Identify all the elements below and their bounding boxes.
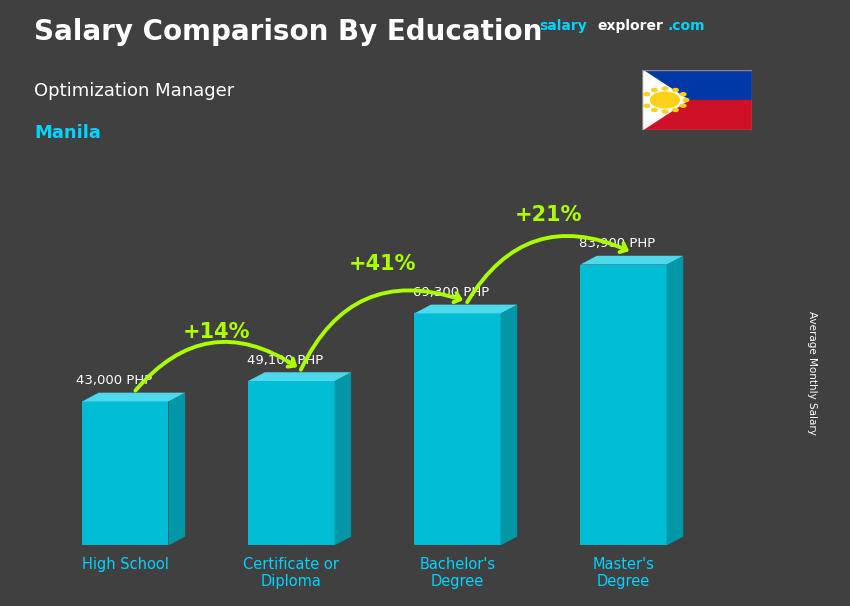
Polygon shape bbox=[414, 305, 517, 313]
Circle shape bbox=[650, 92, 679, 108]
Text: 49,100 PHP: 49,100 PHP bbox=[246, 354, 323, 367]
Circle shape bbox=[662, 110, 668, 113]
Text: +41%: +41% bbox=[349, 254, 416, 275]
Text: +14%: +14% bbox=[183, 322, 251, 342]
Text: salary: salary bbox=[540, 19, 587, 33]
Circle shape bbox=[662, 87, 668, 90]
Circle shape bbox=[644, 93, 649, 96]
Text: Salary Comparison By Education: Salary Comparison By Education bbox=[34, 18, 542, 46]
Polygon shape bbox=[642, 70, 688, 130]
Circle shape bbox=[672, 88, 678, 92]
FancyBboxPatch shape bbox=[82, 401, 168, 545]
Text: 43,000 PHP: 43,000 PHP bbox=[76, 375, 152, 387]
FancyBboxPatch shape bbox=[581, 265, 666, 545]
Circle shape bbox=[672, 108, 678, 112]
Circle shape bbox=[652, 88, 657, 92]
Polygon shape bbox=[82, 393, 185, 401]
Polygon shape bbox=[581, 256, 683, 265]
Circle shape bbox=[680, 93, 686, 96]
Text: Optimization Manager: Optimization Manager bbox=[34, 82, 235, 100]
Bar bbox=[642, 70, 752, 100]
Text: Average Monthly Salary: Average Monthly Salary bbox=[807, 311, 817, 435]
Circle shape bbox=[644, 104, 649, 107]
Text: Manila: Manila bbox=[34, 124, 101, 142]
Circle shape bbox=[652, 108, 657, 112]
Text: 83,900 PHP: 83,900 PHP bbox=[579, 238, 654, 250]
Circle shape bbox=[683, 98, 689, 101]
Text: .com: .com bbox=[668, 19, 706, 33]
Polygon shape bbox=[248, 372, 351, 381]
FancyBboxPatch shape bbox=[414, 313, 501, 545]
Text: 69,300 PHP: 69,300 PHP bbox=[412, 287, 489, 299]
Bar bbox=[642, 100, 752, 130]
Polygon shape bbox=[168, 393, 185, 545]
FancyBboxPatch shape bbox=[248, 381, 335, 545]
Polygon shape bbox=[335, 372, 351, 545]
Text: +21%: +21% bbox=[515, 205, 582, 225]
Polygon shape bbox=[501, 305, 517, 545]
Text: explorer: explorer bbox=[598, 19, 663, 33]
Polygon shape bbox=[666, 256, 683, 545]
Circle shape bbox=[680, 104, 686, 107]
